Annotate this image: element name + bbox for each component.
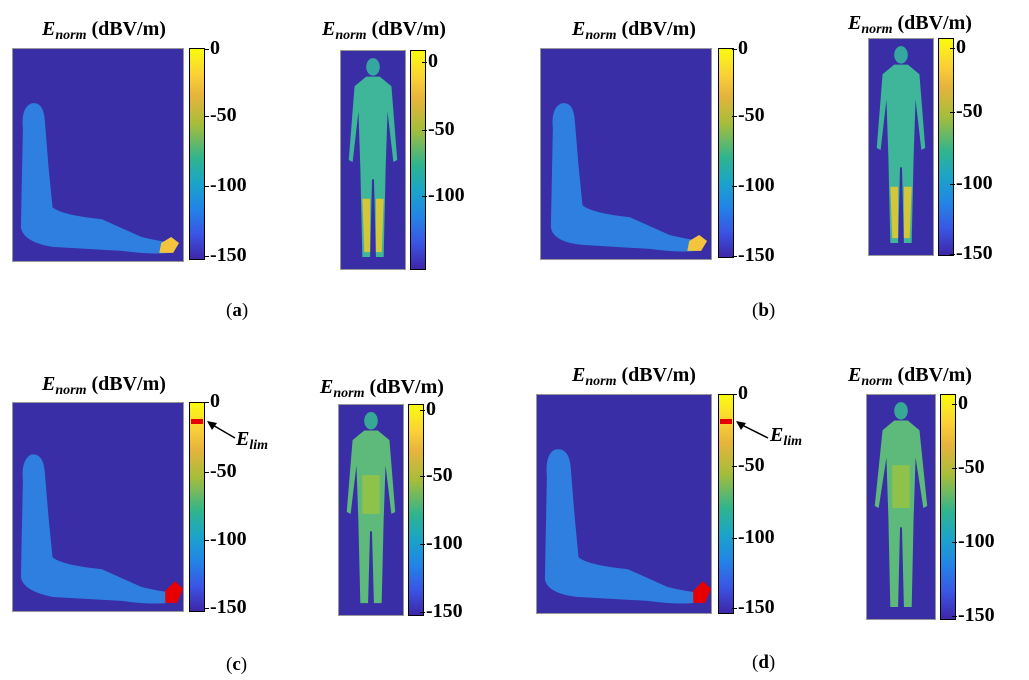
- body-plot-title-b: Enorm (dBV/m): [848, 12, 972, 37]
- tick-label: 0: [952, 392, 968, 414]
- tick-label: -50: [204, 104, 237, 126]
- arm-field-map-a: [12, 48, 184, 262]
- arm-plot-title-a: Enorm (dBV/m): [42, 18, 166, 43]
- limit-marker-c: [191, 419, 203, 424]
- body-field-map-d: [866, 394, 936, 620]
- tick-label: -150: [204, 596, 247, 618]
- arm-field-map-d: [536, 394, 712, 614]
- tick-label: -150: [952, 604, 995, 626]
- colorbar-b-body: [938, 38, 954, 256]
- arrow-icon: [736, 421, 769, 439]
- tick-label: -100: [204, 174, 247, 196]
- panel-label-d: (d): [752, 652, 776, 673]
- limit-marker-d: [720, 419, 732, 424]
- tick-label: -100: [732, 526, 775, 548]
- tick-label: -50: [950, 100, 983, 122]
- tick-label: 0: [420, 398, 436, 420]
- colorbar-c-arm: [189, 402, 205, 612]
- tick-label: -100: [952, 530, 995, 552]
- colorbar-d-arm: [718, 394, 734, 614]
- panel-label-a: (a): [226, 300, 249, 321]
- arrow-icon: [207, 421, 236, 439]
- panel-label-c: (c): [226, 654, 248, 675]
- tick-label: -150: [732, 596, 775, 618]
- tick-label: -50: [732, 454, 765, 476]
- tick-label: 0: [422, 50, 438, 72]
- tick-label: -150: [732, 244, 775, 266]
- arm-field-map-c: [12, 402, 184, 612]
- tick-label: -50: [204, 460, 237, 482]
- colorbar-a-body: [410, 50, 426, 270]
- tick-label: -100: [420, 532, 463, 554]
- colorbar-d-body: [940, 394, 956, 620]
- tick-label: -150: [950, 242, 993, 264]
- panel-label-b: (b): [752, 300, 776, 321]
- colorbar-c-body: [408, 404, 424, 616]
- tick-label: -50: [420, 464, 453, 486]
- arm-plot-title-b: Enorm (dBV/m): [572, 18, 696, 43]
- elim-label-d: Elim: [770, 424, 803, 449]
- arm-plot-title-d: Enorm (dBV/m): [572, 364, 696, 389]
- tick-label: -100: [732, 174, 775, 196]
- body-plot-title-a: Enorm (dBV/m): [322, 18, 446, 43]
- tick-label: -100: [204, 528, 247, 550]
- tick-label: 0: [204, 37, 220, 59]
- tick-label: -150: [420, 600, 463, 622]
- tick-label: -100: [422, 184, 465, 206]
- tick-label: -100: [950, 172, 993, 194]
- tick-label: -50: [952, 456, 985, 478]
- tick-label: -50: [732, 104, 765, 126]
- body-plot-title-d: Enorm (dBV/m): [848, 364, 972, 389]
- body-field-map-b: [868, 38, 934, 256]
- body-field-map-c: [338, 404, 404, 616]
- arm-plot-title-c: Enorm (dBV/m): [42, 373, 166, 398]
- tick-label: 0: [732, 382, 748, 404]
- arm-field-map-b: [540, 48, 712, 260]
- tick-label: 0: [950, 36, 966, 58]
- elim-label-c: Elim: [236, 428, 269, 453]
- colorbar-a-arm: [189, 48, 205, 260]
- colorbar-b-arm: [718, 48, 734, 258]
- body-field-map-a: [340, 50, 406, 270]
- tick-label: -150: [204, 244, 247, 266]
- tick-label: -50: [422, 118, 455, 140]
- body-plot-title-c: Enorm (dBV/m): [320, 376, 444, 401]
- tick-label: 0: [204, 390, 220, 412]
- tick-label: 0: [732, 37, 748, 59]
